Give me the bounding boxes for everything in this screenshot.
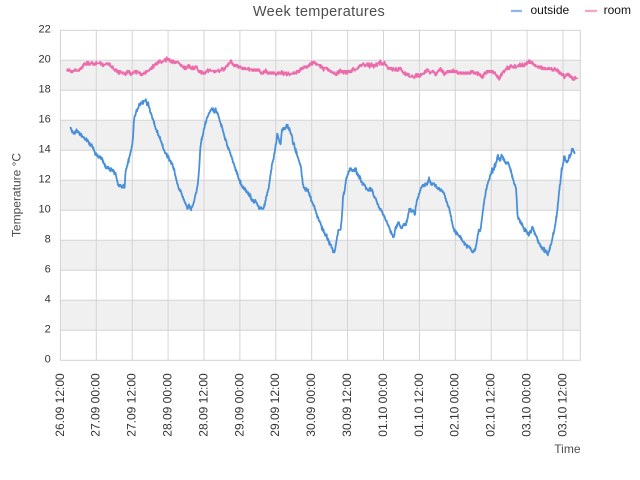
svg-text:18: 18 <box>39 84 51 96</box>
svg-text:29.09 12:00: 29.09 12:00 <box>268 373 282 437</box>
svg-text:6: 6 <box>45 264 51 276</box>
svg-text:03.10 12:00: 03.10 12:00 <box>555 373 569 437</box>
svg-text:22: 22 <box>39 24 51 36</box>
svg-text:2: 2 <box>45 324 51 336</box>
svg-text:20: 20 <box>39 54 51 66</box>
svg-text:outside: outside <box>531 3 570 17</box>
svg-text:8: 8 <box>45 234 51 246</box>
svg-text:02.10 12:00: 02.10 12:00 <box>484 373 498 437</box>
svg-text:27.09 12:00: 27.09 12:00 <box>125 373 139 437</box>
svg-text:Temperature °C: Temperature °C <box>10 153 24 237</box>
svg-text:10: 10 <box>39 204 51 216</box>
svg-text:28.09 00:00: 28.09 00:00 <box>161 373 175 437</box>
svg-text:27.09 00:00: 27.09 00:00 <box>89 373 103 437</box>
svg-text:room: room <box>604 3 631 17</box>
svg-text:01.10 00:00: 01.10 00:00 <box>376 373 390 437</box>
svg-text:4: 4 <box>45 294 51 306</box>
svg-text:0: 0 <box>45 354 51 366</box>
svg-text:Time: Time <box>554 442 581 456</box>
svg-text:02.10 00:00: 02.10 00:00 <box>448 373 462 437</box>
svg-text:30.09 00:00: 30.09 00:00 <box>304 373 318 437</box>
svg-text:30.09 12:00: 30.09 12:00 <box>340 373 354 437</box>
svg-text:28.09 12:00: 28.09 12:00 <box>196 373 210 437</box>
svg-text:16: 16 <box>39 114 51 126</box>
svg-text:29.09 00:00: 29.09 00:00 <box>232 373 246 437</box>
svg-text:14: 14 <box>39 144 51 156</box>
svg-text:26.09 12:00: 26.09 12:00 <box>53 373 67 437</box>
svg-text:Week temperatures: Week temperatures <box>253 4 385 20</box>
svg-text:01.10 12:00: 01.10 12:00 <box>412 373 426 437</box>
svg-text:03.10 00:00: 03.10 00:00 <box>520 373 534 437</box>
svg-text:12: 12 <box>39 174 51 186</box>
